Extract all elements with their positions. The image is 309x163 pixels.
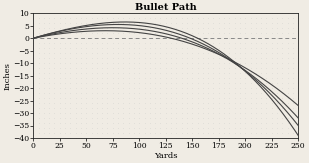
Y-axis label: Inches: Inches [3, 62, 11, 89]
X-axis label: Yards: Yards [154, 152, 177, 160]
Title: Bullet Path: Bullet Path [135, 3, 197, 13]
